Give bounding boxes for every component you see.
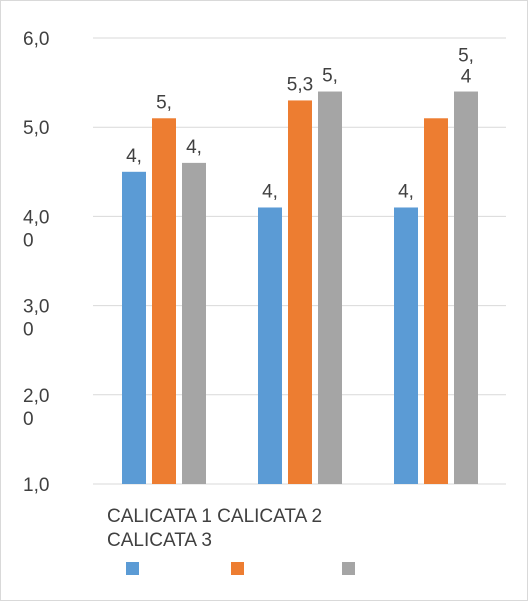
- category-label-line-2: CALICATA 3: [107, 530, 212, 551]
- y-tick-label-4: 2,0 0: [23, 386, 49, 430]
- bar-2-2: [288, 100, 312, 484]
- x-axis-categories: CALICATA 1 CALICATA 2 CALICATA 3: [107, 506, 322, 551]
- y-tick-label-3: 3,0 0: [23, 297, 49, 341]
- legend: [126, 562, 355, 575]
- bar-2-1: [258, 207, 282, 485]
- y-tick-label-0: 6,0: [23, 29, 49, 50]
- legend-swatch-1: [126, 562, 139, 575]
- bar-3-2: [424, 118, 448, 484]
- data-label-2-3: 5,: [322, 66, 338, 87]
- data-label-2-1: 4,: [262, 181, 278, 202]
- bar-2-3: [318, 91, 342, 485]
- data-label-3-3: 5, 4: [458, 46, 474, 88]
- bar-3-1: [394, 207, 418, 485]
- data-label-1-1: 4,: [126, 146, 142, 167]
- legend-swatch-3: [342, 562, 355, 575]
- category-label-line-1: CALICATA 1 CALICATA 2: [107, 506, 322, 527]
- y-tick-label-2: 4,0 0: [23, 207, 49, 251]
- data-labels: 4, 5, 4, 4, 5,3 5, 4, 5, 4: [126, 46, 474, 203]
- legend-swatch-2: [231, 562, 244, 575]
- y-tick-label-5: 1,0: [23, 475, 49, 496]
- data-label-3-1: 4,: [398, 181, 414, 202]
- bar-1-2: [152, 118, 176, 484]
- data-label-1-2: 5,: [156, 92, 172, 113]
- bar-1-1: [122, 171, 146, 485]
- data-label-2-2: 5,3: [287, 74, 313, 95]
- y-axis-ticks: 6,0 5,0 4,0 0 3,0 0 2,0 0 1,0: [23, 29, 49, 496]
- bar-3-3: [454, 91, 478, 485]
- y-tick-label-1: 5,0: [23, 118, 49, 139]
- bar-1-3: [182, 162, 206, 484]
- bars: [122, 91, 478, 485]
- data-label-1-3: 4,: [186, 137, 202, 158]
